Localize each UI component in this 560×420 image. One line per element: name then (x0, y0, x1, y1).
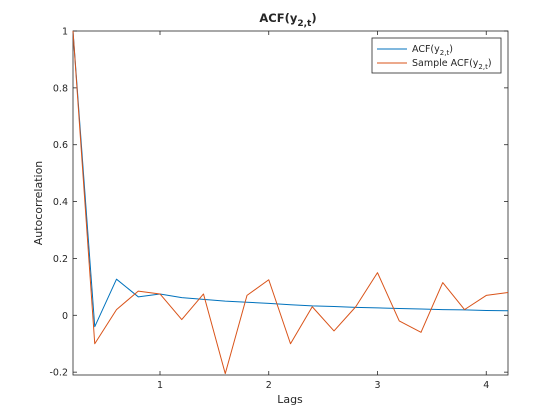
y-axis-label: Autocorrelation (32, 161, 45, 246)
chart-title-close: ) (311, 11, 316, 25)
legend-label-acf-main: ACF(y (412, 44, 440, 55)
y-tick-label: 0 (62, 311, 68, 322)
y-tick-label: 0.8 (53, 83, 68, 94)
y-tick-label: 0.4 (53, 197, 68, 208)
legend-label-acf: ACF(y2,t) (412, 44, 453, 57)
x-tick-label: 4 (483, 380, 489, 391)
y-tick-label: 1 (62, 27, 68, 38)
legend-label-acf-sub: 2,t (440, 49, 450, 57)
legend-box (371, 37, 502, 74)
chart-title: ACF(y2,t) (259, 11, 316, 29)
ticks-layer: 1 2 3 4 -0.2 0 0.2 0.4 0.6 0.8 1 (49, 27, 508, 391)
chart-title-subscript: 2,t (297, 19, 312, 29)
y-tick-label: 0.2 (53, 254, 68, 265)
series-line-sample-acf (72, 30, 509, 375)
x-tick-label: 1 (157, 380, 163, 391)
x-tick-label: 3 (374, 380, 380, 391)
series-line-acf (72, 30, 509, 328)
legend-label-acf-close: ) (449, 44, 453, 55)
x-axis-label: Lags (277, 393, 303, 406)
plot-area (72, 30, 509, 376)
x-tick-label: 2 (266, 380, 272, 391)
legend-label-sample-acf-close: ) (488, 58, 492, 69)
chart-title-main: ACF(y (259, 11, 297, 25)
legend: ACF(y2,t) Sample ACF(y2,t) (371, 37, 502, 74)
legend-label-sample-acf: Sample ACF(y2,t) (412, 58, 492, 71)
legend-label-sample-acf-sub: 2,t (478, 63, 488, 71)
y-tick-label: -0.2 (49, 368, 68, 379)
legend-label-sample-acf-main: Sample ACF(y (412, 58, 479, 69)
y-tick-label: 0.6 (53, 140, 68, 151)
series-layer (72, 30, 509, 375)
